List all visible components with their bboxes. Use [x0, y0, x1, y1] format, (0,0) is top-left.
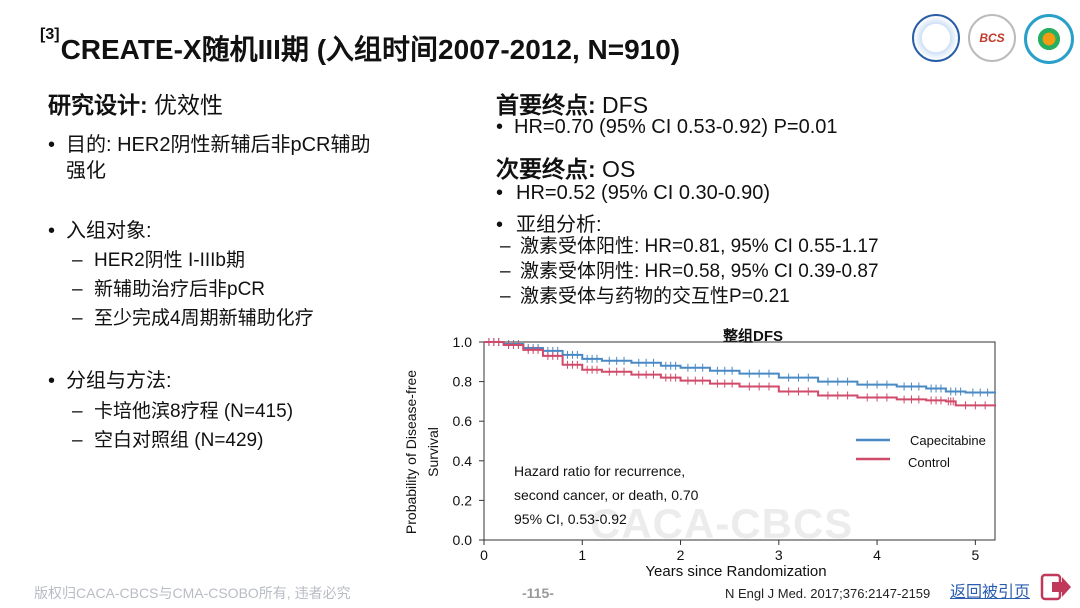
- association-logo-icon: [912, 14, 960, 62]
- purpose-bullet: • 目的: HER2阴性新辅后非pCR辅助 强化: [48, 132, 428, 184]
- x-tick-label: 3: [775, 547, 783, 563]
- bullet-dot: •: [48, 220, 56, 242]
- secondary-endpoint-heading: 次要终点: OS: [496, 150, 635, 184]
- copyright-text: 版权归CACA-CBCS与CMA-CSOBO所有, 违者必究: [34, 585, 351, 601]
- x-tick-label: 1: [578, 547, 586, 563]
- secondary-label: 次要终点:: [496, 156, 596, 182]
- y-tick-label: 0.0: [453, 532, 473, 548]
- series-line-control: [484, 341, 996, 407]
- chart-axes: 0.0 0.2 0.4 0.6 0.8 1.0 0 1 2 3 4 5: [453, 334, 996, 563]
- logo-group: BCS: [912, 14, 1074, 64]
- y-axis-label-line1: Probability of Disease-free: [403, 370, 419, 534]
- subgroup-list: – 激素受体阳性: HR=0.81, 95% CI 0.55-1.17 – 激素受体…: [500, 234, 879, 309]
- watermark: CACA-CBCS: [590, 500, 854, 547]
- list-item: – 空白对照组 (N=429): [72, 430, 264, 451]
- list-item: – 激素受体阴性: HR=0.58, 95% CI 0.39-0.87: [500, 261, 879, 282]
- secondary-value: OS: [595, 156, 636, 182]
- groups-list: – 卡培他滨8疗程 (N=415) – 空白对照组 (N=429): [72, 397, 293, 455]
- chart-series: [484, 338, 996, 410]
- primary-label: 首要终点:: [496, 92, 596, 118]
- x-axis-label: Years since Randomization: [645, 563, 826, 580]
- back-to-reference-link[interactable]: 返回被引页: [950, 584, 1031, 601]
- subjects-list: – HER2阴性 I-IIIb期 – 新辅助治疗后非pCR – 至少完成4周期新辅助化…: [72, 246, 314, 333]
- y-tick-label: 0.4: [453, 453, 473, 469]
- list-item: – 至少完成4周期新辅助化疗: [72, 308, 314, 329]
- list-item: – 激素受体与药物的交互性P=0.21: [500, 286, 790, 307]
- purpose-line1: 目的: HER2阴性新辅后非pCR辅助: [66, 134, 371, 156]
- subjects-bullet: • 入组对象:: [48, 218, 152, 244]
- groups-bullet: • 分组与方法:: [48, 368, 172, 394]
- design-value: 优效性: [147, 92, 224, 118]
- subjects-label: 入组对象:: [66, 220, 152, 242]
- slide-title: [3]CREATE-X随机III期 (入组时间2007-2012, N=910): [40, 26, 681, 68]
- csobo-logo-icon: [1024, 14, 1074, 64]
- groups-label: 分组与方法:: [66, 370, 172, 392]
- title-reference: [3]: [40, 26, 60, 43]
- list-item: – 激素受体阳性: HR=0.81, 95% CI 0.55-1.17: [500, 236, 879, 257]
- list-item: – 卡培他滨8疗程 (N=415): [72, 401, 294, 422]
- y-tick-label: 0.8: [453, 374, 473, 390]
- bullet-dot: •: [496, 214, 504, 236]
- design-label: 研究设计:: [48, 92, 148, 118]
- y-tick-label: 0.2: [453, 492, 473, 508]
- series-line-capecitabine: [484, 341, 996, 394]
- back-arrow-icon[interactable]: [1040, 572, 1072, 602]
- y-tick-label: 0.6: [453, 413, 473, 429]
- chart-title: 整组DFS: [723, 327, 783, 345]
- chart-legend: Capecitabine Control: [856, 433, 986, 470]
- x-tick-label: 4: [873, 547, 881, 563]
- subgroup-heading: • 亚组分析:: [496, 214, 602, 236]
- x-tick-label: 0: [480, 547, 488, 563]
- design-heading: 研究设计: 优效性: [48, 86, 223, 120]
- secondary-result: • HR=0.52 (95% CI 0.30-0.90): [496, 182, 771, 204]
- bullet-dot: •: [496, 116, 504, 138]
- primary-endpoint-heading: 首要终点: DFS: [496, 86, 648, 120]
- km-chart: 整组DFS 0.0 0.2 0.4 0.6 0.8 1.0 0 1 2 3 4 5 Probabili…: [403, 327, 996, 580]
- bcs-logo-icon: BCS: [968, 14, 1016, 62]
- legend-label-capecitabine: Capecitabine: [910, 433, 986, 448]
- citation: N Engl J Med. 2017;376:2147-2159: [725, 586, 931, 601]
- list-item: – HER2阴性 I-IIIb期: [72, 250, 245, 271]
- primary-value: DFS: [595, 92, 649, 118]
- x-tick-label: 2: [677, 547, 685, 563]
- hr-annotation-line2: second cancer, or death, 0.70: [514, 487, 699, 503]
- y-axis-label-line2: Survival: [425, 427, 441, 477]
- purpose-line2: 强化: [66, 160, 106, 182]
- plot-frame: [483, 341, 996, 541]
- page-number: -115-: [522, 585, 554, 601]
- primary-result: • HR=0.70 (95% CI 0.53-0.92) P=0.01: [496, 116, 838, 138]
- legend-label-control: Control: [908, 455, 950, 470]
- bullet-dot: •: [48, 370, 56, 392]
- hr-annotation-line1: Hazard ratio for recurrence,: [514, 463, 685, 479]
- bullet-dot: •: [496, 182, 504, 204]
- bcs-logo-text: BCS: [979, 31, 1005, 45]
- list-item: – 新辅助治疗后非pCR: [72, 279, 266, 300]
- title-text: CREATE-X随机III期 (入组时间2007-2012, N=910): [60, 34, 681, 65]
- x-tick-label: 5: [971, 547, 979, 563]
- y-tick-label: 1.0: [453, 334, 473, 350]
- hr-annotation-line3: 95% CI, 0.53-0.92: [514, 511, 627, 527]
- bullet-dot: •: [48, 134, 56, 156]
